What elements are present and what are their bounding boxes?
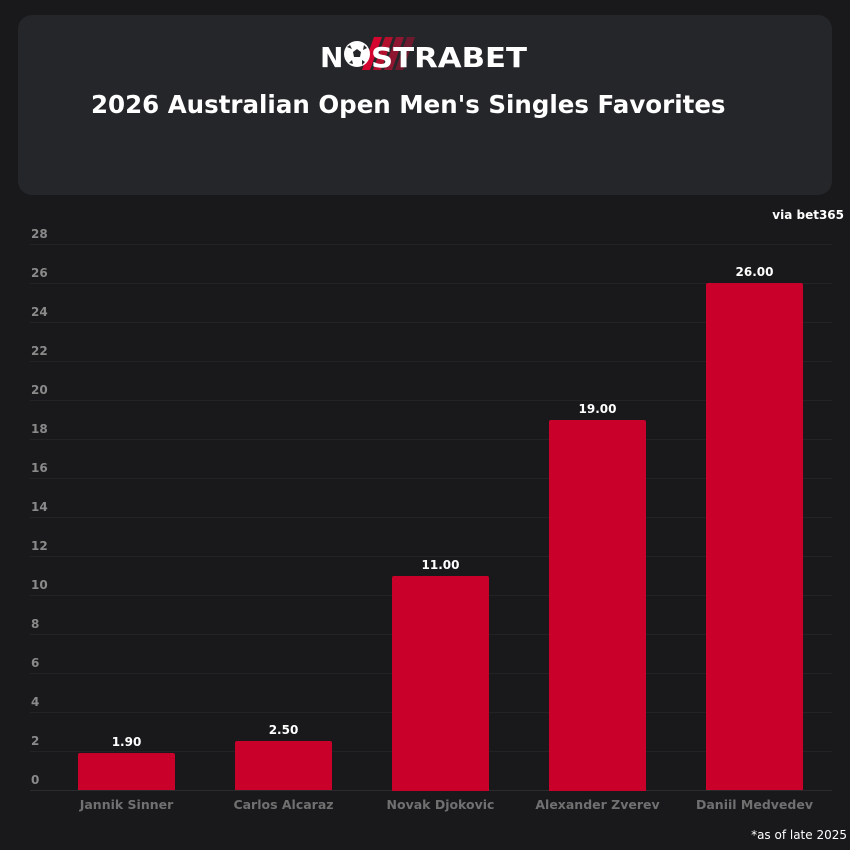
y-axis-tick-label: 10 <box>31 578 48 592</box>
soccer-ball-icon <box>344 41 370 67</box>
bar-value-label: 11.00 <box>421 558 460 572</box>
y-axis-tick-label: 4 <box>31 695 40 709</box>
svg-text:N: N <box>320 41 343 72</box>
x-axis-category-label: Jannik Sinner <box>79 797 174 812</box>
bar-value-label: 19.00 <box>578 402 617 416</box>
y-axis-tick-label: 20 <box>31 383 48 397</box>
x-axis-category-label: Alexander Zverev <box>535 797 660 812</box>
y-axis-tick-label: 8 <box>31 617 40 631</box>
gridline <box>30 478 832 479</box>
nostrabet-logo: N STRABET <box>320 36 528 72</box>
chart-title: 2026 Australian Open Men's Singles Favor… <box>91 90 726 119</box>
y-axis-tick-label: 12 <box>31 539 48 553</box>
gridline <box>30 322 832 323</box>
x-axis-category-label: Carlos Alcaraz <box>233 797 334 812</box>
gridline <box>30 361 832 362</box>
bar[interactable] <box>549 420 646 791</box>
gridline <box>30 244 832 245</box>
bar[interactable] <box>392 576 489 791</box>
source-note: via bet365 <box>772 208 844 222</box>
gridline <box>30 400 832 401</box>
y-axis-tick-label: 14 <box>31 500 48 514</box>
y-axis-tick-label: 2 <box>31 734 40 748</box>
header-panel <box>18 15 832 195</box>
y-axis-tick-label: 18 <box>31 422 48 436</box>
bar[interactable] <box>706 283 803 790</box>
footnote: *as of late 2025 <box>751 828 847 842</box>
bar[interactable] <box>78 753 175 790</box>
bar-value-label: 26.00 <box>735 265 774 279</box>
y-axis-tick-label: 16 <box>31 461 48 475</box>
svg-text:STRABET: STRABET <box>371 41 527 72</box>
y-axis-tick-label: 24 <box>31 305 48 319</box>
y-axis-tick-label: 22 <box>31 344 48 358</box>
bar-value-label: 1.90 <box>111 735 142 749</box>
gridline <box>30 439 832 440</box>
y-axis-tick-label: 0 <box>31 773 40 787</box>
x-axis-category-label: Daniil Medvedev <box>696 797 813 812</box>
gridline <box>30 556 832 557</box>
y-axis-tick-label: 28 <box>31 227 48 241</box>
bar-value-label: 2.50 <box>268 723 299 737</box>
gridline <box>30 283 832 284</box>
logo-graphic: N STRABET <box>320 37 527 72</box>
gridline <box>30 517 832 518</box>
y-axis-tick-label: 6 <box>31 656 40 670</box>
y-axis-tick-label: 26 <box>31 266 48 280</box>
bar[interactable] <box>235 741 332 790</box>
x-axis-category-label: Novak Djokovic <box>386 797 495 812</box>
